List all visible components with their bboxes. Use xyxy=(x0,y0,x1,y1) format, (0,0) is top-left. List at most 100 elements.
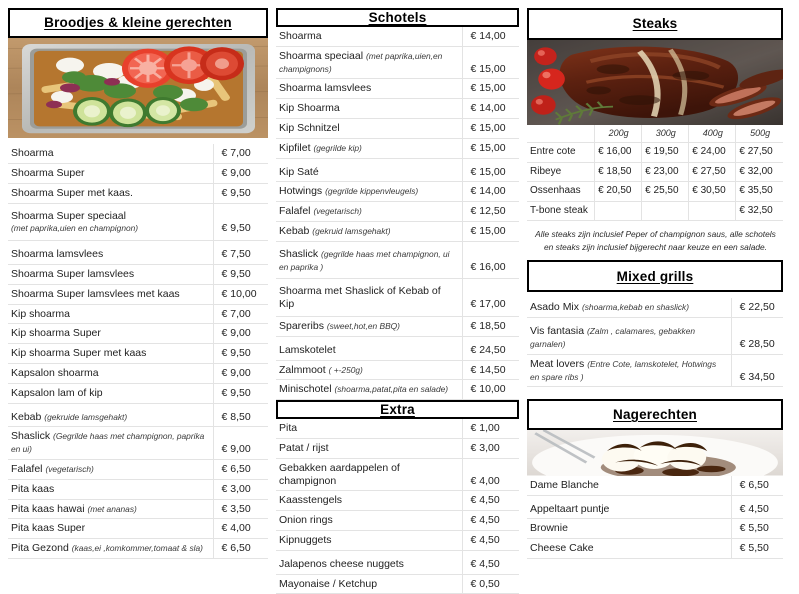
table-row: Kip Saté € 15,00 xyxy=(276,158,519,183)
item-price: € 5,50 xyxy=(730,518,783,540)
item-label: Pita kaas hawai xyxy=(11,502,85,515)
section-header-mixed-grills: Mixed grills xyxy=(527,260,783,292)
steak-price: € 24,00 xyxy=(688,142,737,163)
table-row: Minischotel (shoarma,patat,pita en salad… xyxy=(276,379,519,401)
table-row: Pita kaas € 3,00 xyxy=(8,479,268,500)
column-right: Steaks xyxy=(527,8,783,560)
item-name: Jalapenos cheese nuggets xyxy=(276,550,462,575)
steak-price xyxy=(594,201,643,222)
item-name: Shoarma Super lamsvlees met kaas xyxy=(8,284,213,305)
table-row: Shaslick (gegrilde haas met champignon, … xyxy=(276,241,519,280)
item-label: Vis fantasia xyxy=(530,325,585,338)
item-name: Zalmmoot ( +-250g) xyxy=(276,360,462,381)
table-row: Kapsalon lam of kip € 9,50 xyxy=(8,383,268,404)
item-name: Kipnuggets xyxy=(276,530,462,551)
table-row: Shoarma Super met kaas. € 9,50 xyxy=(8,183,268,204)
nagerechten-rows: Dame Blanche € 6,50 Appeltaart puntje € … xyxy=(527,475,783,560)
steak-price: € 16,00 xyxy=(594,142,643,163)
steak-price xyxy=(688,201,737,222)
item-price: € 28,50 xyxy=(730,317,783,355)
item-name: Mayonaise / Ketchup xyxy=(276,574,462,594)
table-row: T-bone steak € 32,50 xyxy=(527,201,783,222)
item-name: Minischotel (shoarma,patat,pita en salad… xyxy=(276,379,462,401)
item-price: € 15,00 xyxy=(461,158,519,183)
item-label: Kipfilet xyxy=(279,141,311,154)
steak-price: € 27,50 xyxy=(688,162,737,183)
section-title-nagerechten: Nagerechten xyxy=(613,407,697,423)
item-price: € 15,00 xyxy=(461,46,519,80)
table-row: Jalapenos cheese nuggets € 4,50 xyxy=(276,550,519,575)
table-row: Pita Gezond (kaas,ei ,komkommer,tomaat &… xyxy=(8,538,268,559)
item-label: Shoarma speciaal xyxy=(279,49,364,62)
table-row: Kip Schnitzel € 15,00 xyxy=(276,118,519,139)
item-name: Hotwings (gegrilde kippenvleugels) xyxy=(276,181,462,203)
item-name: Shoarma Super met kaas. xyxy=(8,183,213,204)
table-row: Falafel (vegetarisch) € 6,50 xyxy=(8,459,268,480)
table-row: Shoarma € 7,00 xyxy=(8,144,268,165)
table-row: Kipnuggets € 4,50 xyxy=(276,530,519,551)
item-price: € 4,50 xyxy=(461,530,519,551)
table-row: Shoarma Super lamsvlees € 9,50 xyxy=(8,264,268,285)
table-row: Kip shoarma Super € 9,00 xyxy=(8,323,268,345)
section-header-extra: Extra xyxy=(276,400,519,420)
table-row: Mayonaise / Ketchup € 0,50 xyxy=(276,574,519,594)
item-desc: ( +-250g) xyxy=(328,364,363,375)
broodjes-table: Shoarma € 7,00 Shoarma Super € 9,00 Shoa… xyxy=(8,144,268,559)
item-name: Kapsalon lam of kip xyxy=(8,383,213,404)
item-price: € 15,00 xyxy=(461,118,519,139)
item-price: € 7,50 xyxy=(212,240,268,266)
table-row: Shoarma Super lamsvlees met kaas € 10,00 xyxy=(8,284,268,305)
steak-price: € 32,50 xyxy=(735,201,783,222)
item-price: € 4,00 xyxy=(461,458,519,492)
item-price: € 4,00 xyxy=(212,518,268,540)
item-desc: (met ananas) xyxy=(87,503,137,514)
section-title-steaks: Steaks xyxy=(632,16,678,32)
item-name: Shoarma speciaal (met paprika,uien,en ch… xyxy=(276,46,462,80)
column-middle: Schotels Shoarma € 14,00 Shoarma speciaa… xyxy=(276,8,519,594)
item-name: Falafel (vegetarisch) xyxy=(276,201,462,222)
item-desc: (vegetarisch) xyxy=(45,464,94,475)
item-name: Dame Blanche xyxy=(527,475,732,496)
table-row: Shoarma Super speciaal (met paprika,uien… xyxy=(8,203,268,242)
table-row: Ribeye € 18,50 € 23,00 € 27,50 € 32,00 xyxy=(527,162,783,183)
item-name: Shaslick (gegrilde haas met champignon, … xyxy=(276,241,462,280)
broodjes-rows: Shoarma € 7,00 Shoarma Super € 9,00 Shoa… xyxy=(8,144,268,559)
item-name: Shoarma lamsvlees xyxy=(276,78,462,100)
item-price: € 9,00 xyxy=(212,363,268,384)
item-name: Shoarma lamsvlees xyxy=(8,240,213,266)
nagerechten-table: Dame Blanche € 6,50 Appeltaart puntje € … xyxy=(527,475,783,560)
item-price: € 4,50 xyxy=(461,510,519,531)
steaks-weight-table: 200g 300g 400g 500g Entre cote € 16,00 €… xyxy=(527,124,783,222)
item-name: Falafel (vegetarisch) xyxy=(8,459,213,480)
item-desc: (kaas,ei ,komkommer,tomaat & sla) xyxy=(71,543,203,554)
table-row: Kipfilet (gegrilde kip) € 15,00 xyxy=(276,138,519,159)
item-price: € 10,00 xyxy=(212,284,268,305)
steak-price: € 25,50 xyxy=(641,181,690,202)
extra-rows: Pita € 1,00 Patat / rijst € 3,00 Gebakke… xyxy=(276,419,519,594)
table-row: Shoarma lamsvlees € 7,50 xyxy=(8,240,268,266)
table-row: Shoarma speciaal (met paprika,uien,en ch… xyxy=(276,46,519,80)
item-price: € 15,00 xyxy=(461,138,519,159)
section-title-schotels: Schotels xyxy=(368,10,427,25)
steak-price: € 23,00 xyxy=(641,162,690,183)
steak-price: € 20,50 xyxy=(594,181,643,202)
item-price: € 7,00 xyxy=(212,144,268,165)
steak-price: € 32,00 xyxy=(735,162,783,183)
item-price: € 9,50 xyxy=(212,203,268,242)
table-row: Dame Blanche € 6,50 xyxy=(527,475,783,496)
table-row: Kebab (gekruide lamsgehakt) € 8,50 xyxy=(8,403,268,428)
table-row: Brownie € 5,50 xyxy=(527,518,783,540)
section-title-extra: Extra xyxy=(380,402,415,418)
item-name: Pita kaas hawai (met ananas) xyxy=(8,499,213,520)
item-price: € 14,00 xyxy=(461,181,519,203)
table-row: Shoarma Super € 9,00 xyxy=(8,163,268,184)
item-name: Cheese Cake xyxy=(527,538,732,560)
item-price: € 3,00 xyxy=(461,438,519,459)
table-row: Pita kaas hawai (met ananas) € 3,50 xyxy=(8,499,268,520)
table-row: Onion rings € 4,50 xyxy=(276,510,519,531)
item-name: Kapsalon shoarma xyxy=(8,363,213,384)
item-desc: (gegrilde haas met champignon, ui en pap… xyxy=(279,248,450,272)
item-name: Patat / rijst xyxy=(276,438,462,459)
table-row: Pita kaas Super € 4,00 xyxy=(8,518,268,540)
item-name: Pita kaas xyxy=(8,479,213,500)
